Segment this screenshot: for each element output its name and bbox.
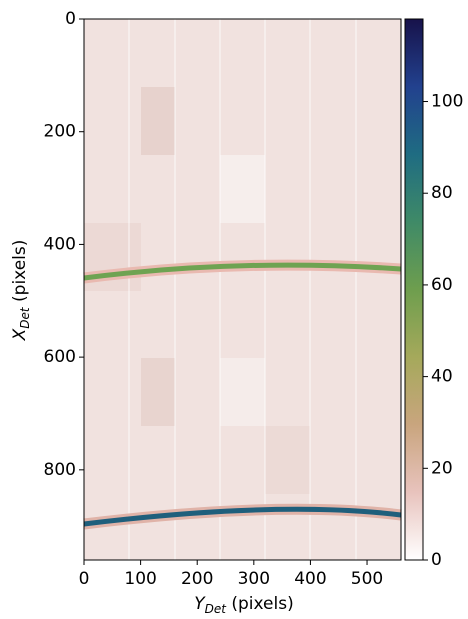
panel-tile (220, 358, 265, 426)
y-tick-label: 0 (65, 9, 76, 29)
x-tick-label: 400 (294, 569, 326, 589)
x-tick-label: 0 (79, 569, 90, 589)
colorbar-tick-label: 0 (431, 550, 442, 570)
x-axis-label: YDet (pixels) (194, 594, 293, 615)
colorbar-tick-label: 100 (431, 92, 463, 112)
diffraction-ring (83, 506, 402, 527)
x-label-symbol: Y (194, 594, 206, 614)
panel-tile (141, 87, 175, 155)
y-tick-label: 600 (44, 347, 76, 367)
y-tick-label: 400 (44, 234, 76, 254)
colorbar-tick-label: 20 (431, 458, 453, 478)
colorbar-tick-label: 40 (431, 367, 453, 387)
x-tick-label: 300 (238, 569, 270, 589)
panel-tile (265, 426, 310, 494)
x-tick-label: 100 (124, 569, 156, 589)
colorbar-tick-label: 60 (431, 275, 453, 295)
x-tick-label: 500 (351, 569, 383, 589)
colorbar (404, 18, 424, 561)
colorbar-tick-label: 80 (431, 183, 453, 203)
y-label-unit: (pixels) (10, 240, 30, 302)
panel-tile (220, 155, 265, 223)
y-label-sub: Det (18, 306, 32, 329)
x-tick-label: 200 (181, 569, 213, 589)
diffraction-ring (83, 262, 402, 281)
y-label-symbol: X (10, 328, 30, 341)
y-tick-label: 800 (44, 460, 76, 480)
detector-image (83, 18, 402, 561)
plot-frame (83, 18, 402, 561)
y-axis-label: XDet (pixels) (10, 240, 32, 342)
x-label-sub: Det (205, 602, 228, 616)
x-label-unit: (pixels) (231, 594, 293, 614)
panel-gaps (128, 19, 357, 560)
y-tick-label: 200 (44, 122, 76, 142)
panel-tile (141, 358, 175, 426)
